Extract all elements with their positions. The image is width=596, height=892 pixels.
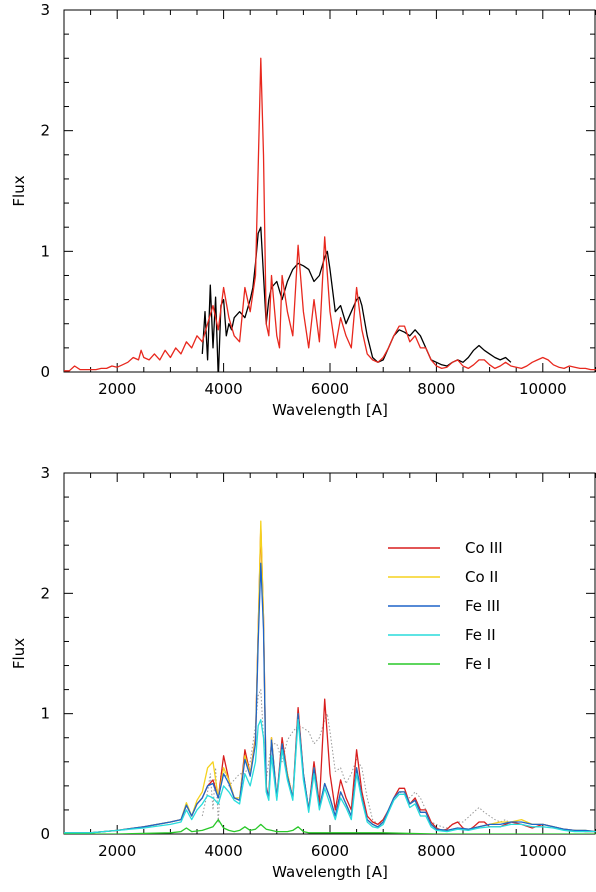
y-tick-label: 3 bbox=[40, 1, 50, 19]
series-line-fe1 bbox=[64, 818, 596, 834]
x-tick-label: 10000 bbox=[519, 380, 567, 398]
y-tick-label: 2 bbox=[40, 584, 50, 602]
y-tick-label: 2 bbox=[40, 122, 50, 140]
y-axis-label: Flux bbox=[10, 638, 28, 669]
series-group bbox=[64, 520, 596, 834]
plot-frame bbox=[63, 9, 596, 373]
x-tick-label: 2000 bbox=[98, 842, 136, 860]
x-tick-label: 8000 bbox=[417, 380, 455, 398]
legend-label-fe3: Fe III bbox=[465, 597, 500, 615]
legend-label-fe2: Fe II bbox=[465, 626, 496, 644]
legend-label-co2: Co II bbox=[465, 568, 498, 586]
x-tick-label: 6000 bbox=[311, 842, 349, 860]
y-tick-label: 0 bbox=[40, 825, 50, 843]
x-tick-label: 6000 bbox=[311, 380, 349, 398]
series-line-fe2 bbox=[64, 719, 596, 834]
y-tick-label: 3 bbox=[40, 464, 50, 482]
x-tick-label: 10000 bbox=[519, 842, 567, 860]
y-tick-label: 0 bbox=[40, 363, 50, 381]
x-tick-label: 4000 bbox=[205, 842, 243, 860]
series-line-model bbox=[64, 57, 596, 372]
legend-label-co3: Co III bbox=[465, 539, 503, 557]
y-tick-label: 1 bbox=[40, 242, 50, 260]
x-axis-label: Wavelength [A] bbox=[272, 863, 388, 881]
series-line-co3 bbox=[64, 526, 596, 834]
plot-frame bbox=[63, 472, 596, 835]
series-line-dotted bbox=[201, 689, 512, 829]
x-axis-label: Wavelength [A] bbox=[272, 401, 388, 419]
series-line-fe3 bbox=[64, 562, 596, 834]
bottom-ion-spectrum-panel: 2000 4000 6000 8000 10000 0 1 2 3 Wavelength [A] F… bbox=[10, 464, 596, 881]
y-axis-label: Flux bbox=[10, 175, 28, 206]
series-line-co2 bbox=[64, 520, 596, 834]
x-tick-label: 2000 bbox=[98, 380, 136, 398]
series-group bbox=[64, 57, 596, 372]
top-spectrum-panel: 2000 4000 6000 8000 10000 0 1 2 3 Wavelength [A] F… bbox=[10, 1, 596, 419]
legend-label-fe1: Fe I bbox=[465, 655, 491, 673]
x-tick-label: 8000 bbox=[417, 842, 455, 860]
x-tick-label: 4000 bbox=[205, 380, 243, 398]
y-tick-label: 1 bbox=[40, 705, 50, 723]
